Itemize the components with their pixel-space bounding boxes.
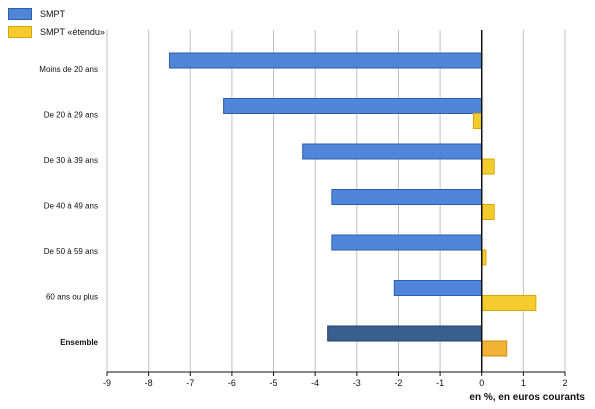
category-label-moins-de-20-ans: Moins de 20 ans (39, 65, 98, 74)
legend-swatch-smpt (8, 8, 32, 20)
bar-smpt-de-20-a-29-ans (223, 98, 483, 114)
bar-smpt-etendu-ensemble (481, 340, 508, 357)
bar-smpt-de-50-a-59-ans (331, 234, 483, 251)
legend-swatch-smpt-etendu (8, 26, 32, 38)
x-tick-label: -1 (436, 378, 444, 388)
x-tick-label: -9 (103, 378, 111, 388)
bar-smpt-60-ans-ou-plus (393, 280, 483, 296)
x-axis-label: en %, en euros courants (469, 392, 585, 403)
category-label-60-ans-ou-plus: 60 ans ou plus (46, 293, 98, 302)
bar-smpt-etendu-60-ans-ou-plus (481, 295, 537, 311)
bar-smpt-ensemble (327, 325, 483, 342)
bar-smpt-etendu-de-40-a-49-ans (481, 204, 495, 220)
legend-label-smpt-etendu: SMPT «étendu» (40, 27, 105, 37)
bar-smpt-etendu-de-30-a-39-ans (481, 158, 495, 175)
category-label-de-40-a-49-ans: De 40 à 49 ans (44, 202, 98, 211)
x-tick-label: -4 (311, 378, 319, 388)
legend-item-smpt: SMPT (8, 6, 105, 22)
legend-item-smpt-etendu: SMPT «étendu» (8, 24, 105, 40)
category-label-de-50-a-59-ans: De 50 à 59 ans (44, 247, 98, 256)
legend-label-smpt: SMPT (40, 9, 66, 19)
x-tick-label: 1 (521, 378, 526, 388)
category-label-ensemble: Ensemble (60, 338, 98, 347)
x-tick-label: -8 (145, 378, 153, 388)
x-tick-label: -7 (186, 378, 194, 388)
x-tick-label: 2 (562, 378, 567, 388)
x-tick-label: -2 (394, 378, 402, 388)
bar-smpt-de-40-a-49-ans (331, 189, 483, 205)
category-label-de-20-a-29-ans: De 20 à 29 ans (44, 111, 98, 120)
category-label-de-30-a-39-ans: De 30 à 39 ans (44, 156, 98, 165)
x-tick-label: -3 (353, 378, 361, 388)
bar-smpt-moins-de-20-ans (168, 52, 483, 69)
x-tick-label: -6 (228, 378, 236, 388)
x-tick-label: 0 (479, 378, 484, 388)
x-tick-label: -5 (270, 378, 278, 388)
bar-smpt-etendu-de-20-a-29-ans (472, 113, 483, 129)
bar-smpt-de-30-a-39-ans (302, 143, 483, 160)
chart-legend: SMPT SMPT «étendu» (8, 6, 105, 42)
